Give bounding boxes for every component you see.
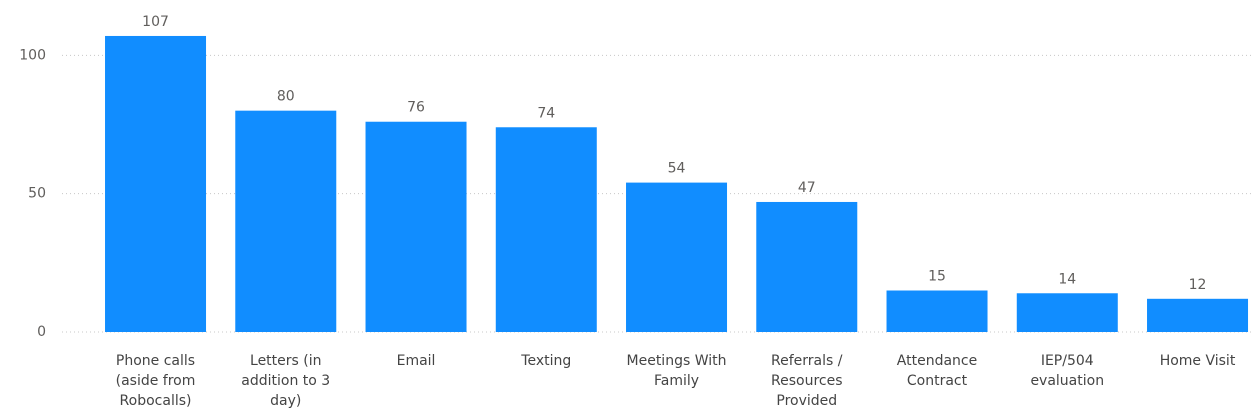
value-label: 74 — [537, 105, 555, 121]
y-tick-label: 50 — [28, 186, 46, 202]
x-tick-label: Meetings With Family — [626, 353, 727, 389]
value-label: 14 — [1058, 271, 1076, 287]
x-tick-label: Attendance Contract — [896, 353, 978, 389]
x-tick-label: Letters (in addition to 3 day) — [241, 353, 331, 409]
bar — [235, 110, 337, 333]
value-label: 76 — [407, 100, 425, 116]
x-tick-label: Phone calls (aside from Robocalls) — [115, 353, 196, 409]
value-label: 54 — [668, 161, 686, 177]
bar — [495, 127, 597, 333]
y-tick-label: 100 — [19, 47, 46, 63]
value-label: 107 — [142, 14, 169, 30]
bar — [365, 121, 467, 332]
value-label: 47 — [798, 180, 816, 196]
x-tick-label: Texting — [521, 353, 572, 369]
bar — [105, 35, 207, 332]
bar — [1147, 298, 1249, 332]
value-label: 12 — [1189, 277, 1207, 293]
value-label: 80 — [277, 89, 295, 105]
bar — [626, 182, 728, 332]
x-tick-label: Home Visit — [1159, 353, 1236, 369]
x-tick-label: Email — [396, 353, 436, 369]
x-tick-label: IEP/504 evaluation — [1030, 353, 1105, 389]
bar — [1016, 293, 1118, 332]
y-tick-label: 0 — [37, 324, 46, 340]
x-tick-label: Referrals / Resources Provided — [771, 353, 843, 409]
bar — [886, 290, 988, 332]
bar — [756, 201, 858, 332]
value-label: 15 — [928, 269, 946, 285]
